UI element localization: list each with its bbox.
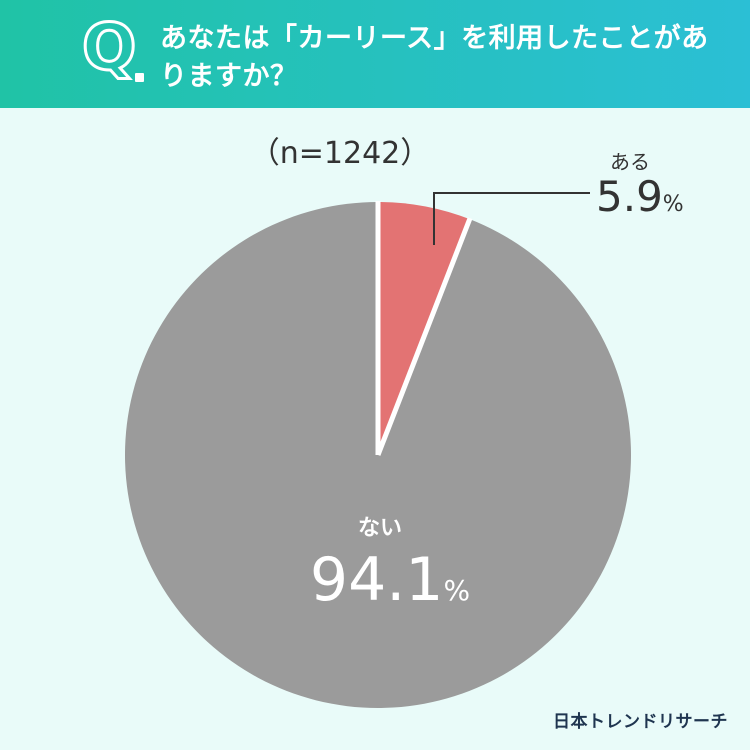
slice-value-no-unit: %	[443, 574, 471, 607]
q-dot	[135, 73, 144, 82]
slice-label-no: ない	[357, 516, 402, 541]
slice-value-yes: 5.9%	[596, 172, 684, 221]
brand-logo: 日本トレンドリサーチ	[553, 712, 728, 732]
slice-value-no: 94.1%	[290, 545, 490, 615]
question-header: Q あなたは「カーリース」を利用したことがありますか？	[0, 0, 750, 108]
slice-label-yes: ある	[610, 150, 650, 174]
slice-separator	[375, 217, 473, 456]
sample-size: （n=1242）	[249, 136, 431, 171]
slice-value-yes-number: 5.9	[596, 172, 663, 221]
slice-value-yes-unit: %	[662, 192, 684, 217]
leader-line-yes	[433, 192, 590, 245]
slice-value-no-number: 94.1	[309, 545, 444, 615]
question-text: あなたは「カーリース」を利用したことがありますか？	[160, 23, 709, 92]
q-mark-icon: Q	[80, 11, 137, 85]
